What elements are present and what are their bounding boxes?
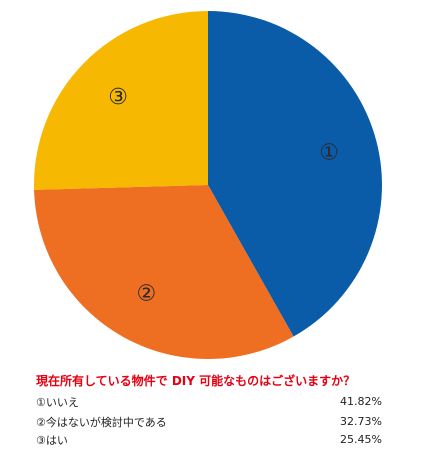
- legend-value-kentouchu: 32.73%: [340, 415, 382, 428]
- slice-label-3: ③: [108, 85, 128, 110]
- slice-label-1: ①: [319, 141, 339, 166]
- legend-marker-1: ①: [36, 395, 46, 409]
- legend-text-kentouchu: 今はないが検討中である: [45, 415, 167, 429]
- pie-slice-3: [34, 11, 209, 190]
- legend-label-kentouchu: ②今はないが検討中である: [36, 414, 167, 430]
- legend-row-iie: ①いいえ 41.82%: [36, 393, 382, 410]
- pie-slice-1: [208, 11, 382, 337]
- legend-label-iie: ①いいえ: [36, 394, 79, 410]
- pie-chart: ① ② ③: [34, 11, 382, 359]
- legend-row-kentouchu: ②今はないが検討中である 32.73%: [36, 413, 382, 430]
- legend-marker-3: ③: [36, 433, 46, 447]
- pie-slice-2: [34, 185, 294, 359]
- legend-value-hai: 25.45%: [340, 433, 382, 446]
- slice-label-2: ②: [137, 282, 157, 307]
- legend-text-iie: いいえ: [45, 395, 79, 409]
- chart-title: 現在所有している物件で DIY 可能なものはございますか？: [36, 374, 356, 388]
- legend-row-hai: ③はい 25.45%: [36, 431, 382, 448]
- legend-text-hai: はい: [45, 433, 68, 447]
- legend-value-iie: 41.82%: [340, 395, 382, 408]
- legend-marker-2: ②: [36, 415, 46, 429]
- legend-label-hai: ③はい: [36, 432, 68, 448]
